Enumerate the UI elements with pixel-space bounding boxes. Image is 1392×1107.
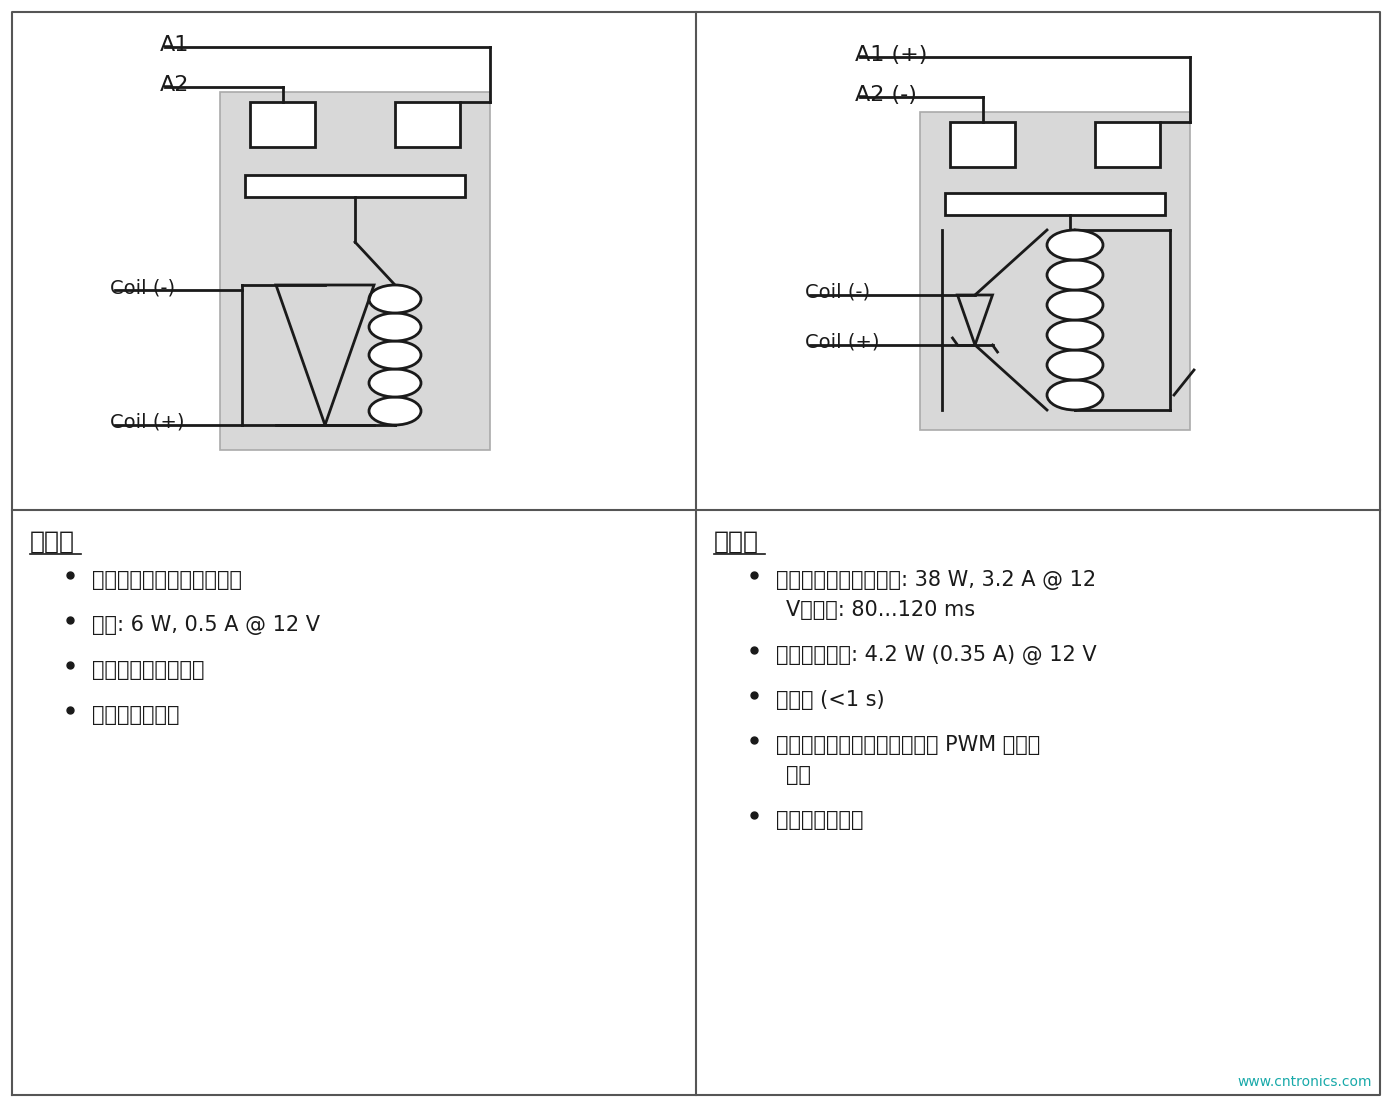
Text: Coil (-): Coil (-) — [110, 278, 175, 297]
Bar — [245, 175, 465, 197]
Bar — [395, 102, 459, 147]
Text: 无需节能电路板装置: 无需节能电路板装置 — [92, 660, 205, 680]
Text: www.cntronics.com: www.cntronics.com — [1237, 1075, 1373, 1089]
Text: A1 (+): A1 (+) — [855, 45, 927, 65]
Ellipse shape — [1047, 230, 1102, 260]
Ellipse shape — [1047, 290, 1102, 320]
Ellipse shape — [1047, 350, 1102, 380]
Ellipse shape — [369, 313, 420, 341]
Ellipse shape — [369, 341, 420, 369]
Text: 双线圈: 双线圈 — [714, 530, 759, 554]
Text: 集成线圈接线端: 集成线圈接线端 — [92, 704, 180, 725]
Text: 闭合过程中不产生额外电流: 闭合过程中不产生额外电流 — [92, 570, 242, 590]
Ellipse shape — [369, 397, 420, 425]
Text: Coil (+): Coil (+) — [110, 413, 185, 432]
Text: 保持工作功耗: 4.2 W (0.35 A) @ 12 V: 保持工作功耗: 4.2 W (0.35 A) @ 12 V — [775, 644, 1097, 664]
Text: Coil (+): Coil (+) — [805, 333, 880, 352]
Text: 热重启 (<1 s): 热重启 (<1 s) — [775, 690, 885, 710]
Ellipse shape — [369, 284, 420, 313]
Bar — [945, 193, 1165, 215]
Text: 工作原理类似节电器，但没有 PWM 电路的: 工作原理类似节电器，但没有 PWM 电路的 — [775, 735, 1040, 755]
Text: 集成线圈接线端: 集成线圈接线端 — [775, 809, 863, 829]
Text: A2: A2 — [160, 75, 189, 95]
Ellipse shape — [1047, 380, 1102, 410]
Text: Coil (-): Coil (-) — [805, 283, 870, 302]
Text: 功耗: 6 W, 0.5 A @ 12 V: 功耗: 6 W, 0.5 A @ 12 V — [92, 614, 320, 634]
Bar — [220, 92, 490, 451]
Ellipse shape — [1047, 320, 1102, 350]
Text: A1: A1 — [160, 35, 189, 55]
Text: V，时间: 80...120 ms: V，时间: 80...120 ms — [786, 600, 976, 620]
Bar — [251, 102, 315, 147]
Ellipse shape — [369, 369, 420, 397]
Bar — [920, 112, 1190, 430]
Text: 缺点: 缺点 — [786, 765, 812, 785]
Text: A2 (-): A2 (-) — [855, 85, 917, 105]
Ellipse shape — [1047, 260, 1102, 290]
Bar — [1096, 122, 1160, 167]
Bar — [949, 122, 1015, 167]
Text: 闭合（触点接触）功率: 38 W, 3.2 A @ 12: 闭合（触点接触）功率: 38 W, 3.2 A @ 12 — [775, 570, 1096, 590]
Text: 单线圈: 单线圈 — [31, 530, 75, 554]
